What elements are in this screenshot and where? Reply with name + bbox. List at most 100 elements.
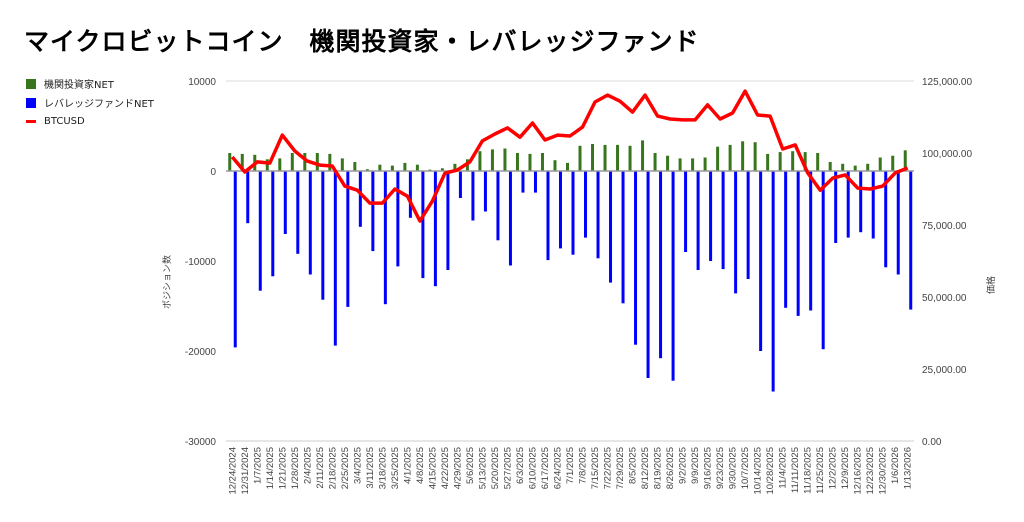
x-tick-label: 5/20/2025: [490, 447, 501, 489]
x-tick-label: 12/2/2025: [828, 447, 839, 489]
bar-institutional: [353, 162, 357, 171]
bar-institutional: [753, 142, 757, 171]
x-tick-label: 7/15/2025: [590, 447, 601, 489]
x-tick-label: 3/25/2025: [390, 447, 401, 489]
bar-institutional: [778, 152, 782, 171]
bar-leveraged: [396, 171, 400, 267]
bar-leveraged: [446, 171, 450, 270]
x-tick-label: 6/24/2025: [552, 447, 563, 489]
bar-leveraged: [721, 171, 725, 270]
x-tick-label: 2/25/2025: [340, 447, 351, 489]
x-tick-label: 12/24/2024: [227, 447, 238, 495]
bar-institutional: [641, 140, 645, 171]
x-tick-label: 12/9/2025: [840, 447, 851, 489]
bar-institutional: [903, 150, 907, 171]
x-tick-label: 7/22/2025: [603, 447, 614, 489]
x-tick-label: 8/26/2025: [665, 447, 676, 489]
bar-leveraged: [884, 171, 888, 268]
bar-leveraged: [383, 171, 387, 305]
bar-institutional: [265, 159, 269, 171]
y-left-tick-label: 0: [210, 167, 216, 178]
x-tick-label: 2/4/2025: [302, 447, 313, 484]
bar-institutional: [553, 160, 557, 171]
x-tick-label: 6/17/2025: [540, 447, 551, 489]
legend-label: 機関投資家NET: [44, 80, 114, 91]
bar-leveraged: [821, 171, 825, 350]
legend: 機関投資家NET レバレッジファンドNET BTCUSD: [26, 74, 154, 131]
bar-institutional: [478, 151, 482, 171]
y-left-tick-label: -20000: [185, 347, 217, 358]
bar-leveraged: [296, 171, 300, 254]
x-tick-label: 3/4/2025: [352, 447, 363, 484]
bar-institutional: [878, 157, 882, 171]
bar-institutional: [328, 153, 332, 171]
bar-institutional: [403, 162, 407, 171]
y-right-axis-title: 価格: [985, 276, 996, 294]
x-tick-label: 9/30/2025: [728, 447, 739, 489]
x-tick-label: 3/18/2025: [377, 447, 388, 489]
bar-leveraged: [358, 171, 362, 227]
x-tick-label: 4/15/2025: [427, 447, 438, 489]
bar-institutional: [378, 164, 382, 171]
bar-leveraged: [271, 171, 275, 277]
y-right-tick-label: 50,000.00: [922, 293, 967, 304]
bar-leveraged: [909, 171, 913, 310]
x-tick-label: 12/31/2024: [240, 447, 251, 495]
bar-leveraged: [521, 171, 525, 193]
bar-institutional: [503, 148, 507, 171]
bar-leveraged: [558, 171, 562, 249]
x-tick-label: 5/6/2025: [465, 447, 476, 484]
bar-institutional: [315, 153, 319, 171]
x-tick-label: 12/23/2025: [865, 447, 876, 495]
x-tick-label: 9/16/2025: [703, 447, 714, 489]
bar-leveraged: [809, 171, 813, 311]
bar-institutional: [666, 155, 670, 171]
x-tick-label: 4/22/2025: [440, 447, 451, 489]
bar-leveraged: [321, 171, 325, 300]
y-left-tick-label: -30000: [185, 437, 217, 448]
bar-institutional: [540, 153, 544, 171]
bar-institutional: [691, 158, 695, 171]
x-tick-label: 4/8/2025: [415, 447, 426, 484]
bar-leveraged: [533, 171, 537, 193]
bar-leveraged: [646, 171, 650, 378]
bar-institutional: [853, 165, 857, 171]
bar-leveraged: [233, 171, 237, 348]
bar-institutional: [415, 164, 419, 171]
bar-leveraged: [496, 171, 500, 241]
x-tick-label: 7/8/2025: [578, 447, 589, 484]
bar-institutional: [628, 145, 632, 171]
x-tick-label: 1/14/2025: [265, 447, 276, 489]
legend-swatch: [26, 78, 36, 89]
x-tick-label: 6/10/2025: [527, 447, 538, 489]
bar-institutional: [290, 153, 294, 171]
x-tick-label: 2/18/2025: [327, 447, 338, 489]
x-tick-label: 6/3/2025: [515, 447, 526, 484]
y-left-axis-title: ポジション数: [161, 255, 172, 309]
bar-institutional: [365, 169, 369, 171]
bar-institutional: [440, 168, 444, 171]
y-left-tick-label: 10000: [188, 77, 216, 88]
legend-item-institutional: 機関投資家NET: [26, 74, 154, 93]
x-tick-label: 8/19/2025: [653, 447, 664, 489]
x-tick-label: 3/11/2025: [365, 447, 376, 489]
bar-leveraged: [308, 171, 312, 275]
x-tick-label: 8/12/2025: [640, 447, 651, 489]
bar-institutional: [616, 144, 620, 171]
bar-leveraged: [483, 171, 487, 212]
bar-leveraged: [471, 171, 475, 221]
bar-leveraged: [408, 171, 412, 218]
x-tick-label: 10/14/2025: [753, 447, 764, 495]
bar-leveraged: [609, 171, 613, 283]
bar-leveraged: [784, 171, 788, 308]
bar-leveraged: [596, 171, 600, 259]
x-tick-label: 10/7/2025: [740, 447, 751, 489]
bar-leveraged: [771, 171, 775, 392]
bar-institutional: [390, 165, 394, 171]
x-tick-label: 1/28/2025: [290, 447, 301, 489]
legend-label: レバレッジファンドNET: [44, 99, 154, 110]
bar-leveraged: [421, 171, 425, 279]
bar-leveraged: [433, 171, 437, 287]
bar-leveraged: [371, 171, 375, 252]
